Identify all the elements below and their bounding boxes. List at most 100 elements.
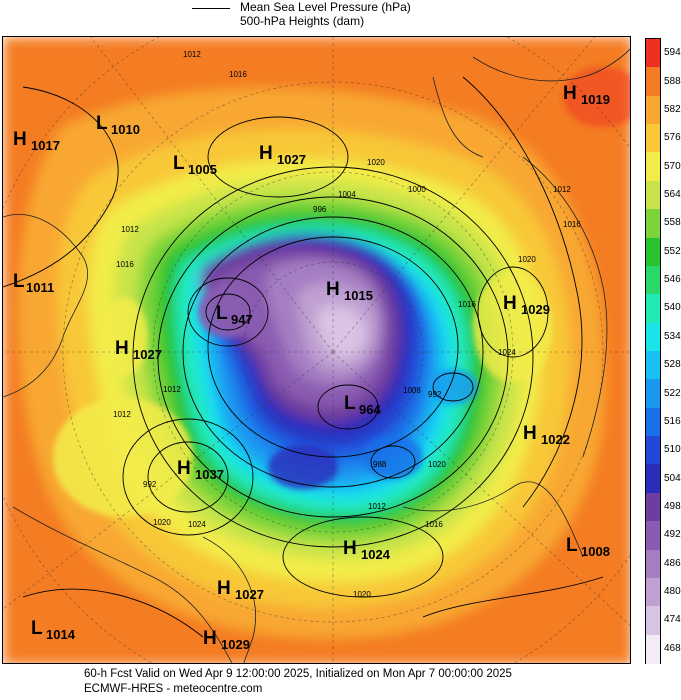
colorbar-swatch — [646, 549, 660, 579]
isobar-label: 1024 — [188, 520, 206, 529]
meridian — [90, 37, 334, 353]
isobars — [3, 76, 604, 638]
isobar — [122, 418, 254, 536]
legend-mslp-label: Mean Sea Level Pressure (hPa) — [240, 0, 411, 14]
isobar — [422, 576, 604, 618]
colorbar-swatch — [646, 379, 660, 409]
colorbar-label: 492 — [664, 529, 681, 541]
graticule — [3, 37, 630, 663]
pressure-center-value: 1022 — [541, 432, 570, 447]
coastline — [432, 76, 484, 158]
height-band-474 — [316, 305, 366, 359]
trough-east — [428, 369, 478, 405]
isobar — [432, 372, 474, 402]
pressure-center-type: L — [344, 393, 356, 414]
colorbar-swatch — [646, 407, 660, 437]
isobar-label: 1012 — [368, 502, 386, 511]
isobar — [317, 384, 379, 430]
pressure-center-type: H — [177, 458, 191, 479]
isobar-label: 992 — [428, 390, 442, 399]
colorbar-swatch — [646, 209, 660, 239]
pressure-center-value: 1010 — [111, 122, 140, 137]
pressure-center-value: 964 — [359, 402, 381, 417]
isobar-label: 1020 — [428, 460, 446, 469]
pressure-center-value: 1008 — [581, 544, 610, 559]
coastline — [3, 214, 89, 398]
pressure-center-value: 1024 — [361, 547, 391, 562]
colorbar-label: 474 — [664, 614, 681, 626]
pressure-center-value: 1029 — [221, 637, 250, 652]
trough-southwest — [268, 445, 338, 489]
colorbar-label: 576 — [664, 132, 681, 144]
colorbar-label: 582 — [664, 103, 681, 115]
colorbar-label: 528 — [664, 359, 681, 371]
model-source-text: ECMWF-HRES - meteocentre.com — [84, 683, 263, 695]
isobar — [182, 216, 484, 488]
colorbar-swatch — [646, 464, 660, 494]
coastline — [402, 481, 584, 558]
colorbar-label: 504 — [664, 472, 681, 484]
colorbar-swatch — [646, 634, 660, 664]
colorbar-label: 480 — [664, 586, 681, 598]
colorbar-label: 540 — [664, 302, 681, 314]
pressure-center-type: H — [523, 423, 537, 444]
isobar — [187, 277, 269, 347]
colorbar-swatch — [646, 265, 660, 295]
isobar-label: 996 — [313, 205, 327, 214]
legend-height-label: 500-hPa Heights (dam) — [240, 14, 365, 28]
isobar-label: 1020 — [353, 590, 371, 599]
colorbar-label: 498 — [664, 501, 681, 512]
colorbar-label: 516 — [664, 415, 681, 427]
isobar-label: 1008 — [403, 386, 421, 395]
isobar — [462, 76, 583, 508]
footer: 60-h Fcst Valid on Wed Apr 9 12:00:00 20… — [0, 666, 681, 700]
isobar-labels: 1012 1016 1020 1004 1000 996 992 988 101… — [113, 50, 581, 599]
meridian — [332, 37, 596, 353]
isobar-label: 1024 — [498, 348, 516, 357]
colorbar-label: 534 — [664, 330, 681, 342]
isobar-label: 1016 — [229, 70, 247, 79]
colorbar-swatch — [646, 606, 660, 636]
colorbar-swatch — [646, 95, 660, 125]
colorbar-swatch — [646, 124, 660, 154]
colorbar — [645, 38, 661, 664]
pressure-center-value: 1019 — [581, 92, 610, 107]
pressure-center-value: 1017 — [31, 138, 60, 153]
isobar — [282, 516, 444, 598]
isobar-label: 1012 — [121, 225, 139, 234]
isobar — [147, 441, 229, 513]
pressure-center-type: L — [31, 618, 43, 639]
isobar-label: 1012 — [113, 410, 131, 419]
colorbar-label: 486 — [664, 557, 681, 569]
isobar-label: 988 — [373, 460, 387, 469]
isobar-label: 1012 — [183, 50, 201, 59]
colorbar-label: 552 — [664, 245, 681, 257]
isobar — [477, 266, 549, 358]
pressure-center-value: 1027 — [133, 347, 162, 362]
pressure-center-type: H — [115, 338, 129, 359]
forecast-map[interactable]: 1012 1016 1020 1004 1000 996 992 988 101… — [2, 36, 631, 664]
pressure-center-value: 1015 — [344, 288, 373, 303]
pressure-centers: H 1017 L 1010 L 1005 H 1027 H 1019 L 101… — [13, 83, 610, 652]
pressure-center-type: H — [217, 578, 231, 599]
colorbar-label: 468 — [664, 642, 681, 654]
coastline — [202, 536, 256, 663]
colorbar-swatch — [646, 39, 660, 68]
colorbar-swatch — [646, 436, 660, 466]
colorbar-label: 570 — [664, 160, 681, 172]
colorbar-swatch — [646, 294, 660, 324]
isobar — [132, 166, 534, 548]
colorbar-swatch — [646, 67, 660, 97]
pressure-center-value: 1027 — [277, 152, 306, 167]
ridge-west — [53, 397, 193, 517]
colorbar-label: 522 — [664, 387, 681, 399]
pressure-center-type: L — [13, 271, 25, 292]
isobar-label: 1016 — [116, 260, 134, 269]
pressure-center-type: L — [566, 535, 578, 556]
isobar — [3, 86, 119, 288]
isobar-label: 1020 — [367, 158, 385, 167]
pressure-center-value: 1014 — [46, 627, 76, 642]
pressure-center-type: H — [503, 293, 517, 314]
pressure-center-type: L — [216, 303, 228, 324]
isobar-label: 1004 — [338, 190, 356, 199]
